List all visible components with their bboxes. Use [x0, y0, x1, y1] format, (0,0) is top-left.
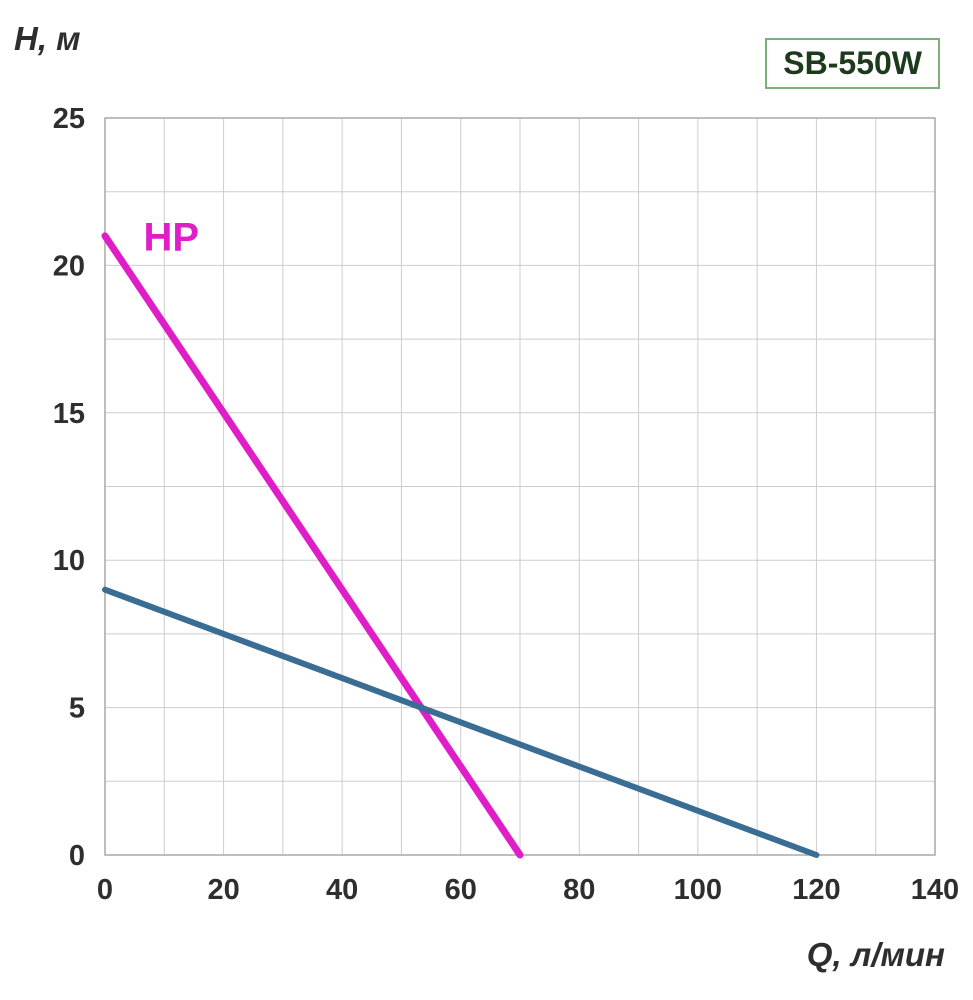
x-axis-title: Q, л/мин [806, 936, 945, 973]
series-line-pump-head-curve [102, 586, 820, 858]
y-axis-title: H, м [14, 20, 81, 57]
y-tick-label: 5 [69, 693, 85, 725]
x-tick-label: 60 [445, 874, 477, 906]
x-tick-label: 80 [563, 874, 595, 906]
y-tick-label: 15 [53, 398, 85, 430]
series-line-HP [101, 232, 524, 859]
x-tick-label: 120 [792, 874, 840, 906]
x-tick-label: 20 [207, 874, 239, 906]
model-badge-label: SB-550W [783, 45, 922, 81]
y-tick-label: 10 [53, 545, 85, 577]
y-tick-label: 0 [69, 840, 85, 872]
y-tick-label: 20 [53, 250, 85, 282]
x-tick-label: 100 [674, 874, 722, 906]
model-badge: SB-550W [765, 38, 940, 89]
series-label-HP: HP [144, 216, 200, 260]
y-tick-label: 25 [53, 103, 85, 135]
x-tick-label: 140 [911, 874, 959, 906]
x-tick-label: 0 [97, 874, 113, 906]
x-tick-label: 40 [326, 874, 358, 906]
